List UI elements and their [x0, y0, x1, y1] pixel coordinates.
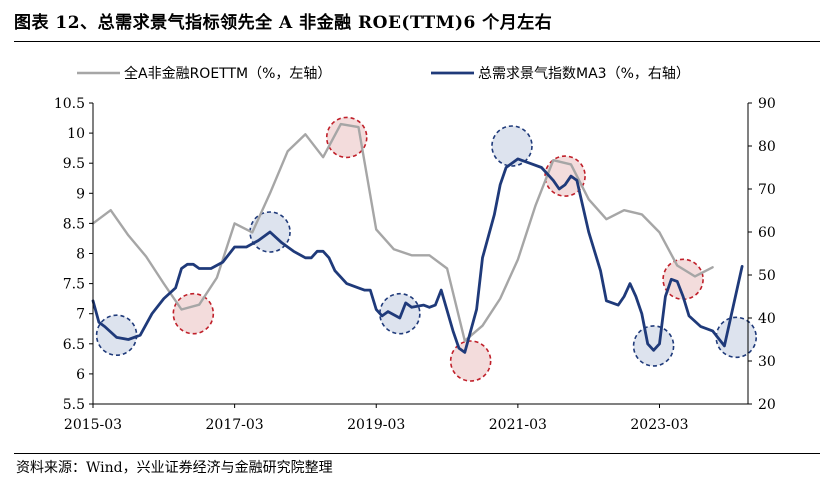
highlight-circle-red	[172, 292, 215, 335]
series-line-roe	[91, 122, 714, 342]
x-tick-label: 2015-03	[64, 417, 122, 433]
y-right-tick-label: 60	[758, 225, 776, 241]
y-right-tick-label: 40	[758, 311, 776, 327]
highlight-circle-blue	[95, 314, 138, 357]
highlight-circle-blue	[632, 325, 675, 367]
highlight-circles	[95, 116, 757, 382]
source-note: 资料来源：Wind，兴业证券经济与金融研究院整理	[16, 460, 333, 476]
y-left-tick-label: 10.5	[54, 96, 85, 112]
highlight-circle-red	[449, 340, 492, 382]
series-line-ma3	[91, 157, 744, 354]
y-left-tick-label: 6	[76, 367, 85, 383]
footer-rule	[14, 453, 820, 454]
legend-roe-label: 全A非金融ROETTM（%，左轴）	[124, 65, 331, 82]
y-right-tick-label: 30	[758, 354, 776, 370]
chart-title: 图表 12、总需求景气指标领先全 A 非金融 ROE(TTM)6 个月左右	[14, 13, 553, 33]
x-tick-label: 2017-03	[206, 417, 264, 433]
y-left-tick-label: 9.5	[63, 156, 85, 172]
highlight-circle-blue	[379, 292, 421, 335]
y-left-tick-label: 8	[76, 247, 85, 263]
y-left-tick-label: 7.5	[63, 277, 85, 293]
x-tick-label: 2021-03	[489, 417, 547, 433]
y-right-tick-label: 90	[758, 96, 776, 112]
y-left-tick-label: 5.5	[63, 397, 85, 413]
y-left-tick-label: 10	[67, 126, 85, 142]
y-right-tick-label: 80	[758, 139, 776, 155]
x-tick-label: 2019-03	[347, 417, 405, 433]
legend-ma3-label: 总需求景气指数MA3（%，右轴）	[478, 66, 690, 82]
highlight-circle-red	[544, 155, 586, 197]
series-lines	[91, 122, 744, 354]
y-left-tick-label: 8.5	[63, 216, 85, 232]
axes: 5.5 6 6.5 7 7.5 8 8.5 9 9.5 10 10.5 20 30 40 50 60 70 80 9…	[54, 96, 776, 433]
y-left-tick-label: 6.5	[63, 337, 85, 353]
y-left-tick-label: 7	[76, 307, 85, 323]
y-right-tick-label: 20	[758, 397, 776, 413]
highlight-circle-blue	[715, 316, 757, 359]
legend: 全A非金融ROETTM（%，左轴） 总需求景气指数MA3（%，右轴）	[77, 65, 690, 82]
highlight-circle-blue	[491, 125, 533, 167]
y-left-tick-label: 9	[76, 186, 85, 202]
x-tick-label: 2023-03	[630, 417, 688, 433]
title-rule	[14, 41, 820, 42]
y-right-tick-label: 70	[758, 182, 776, 198]
y-right-tick-label: 50	[758, 268, 776, 284]
